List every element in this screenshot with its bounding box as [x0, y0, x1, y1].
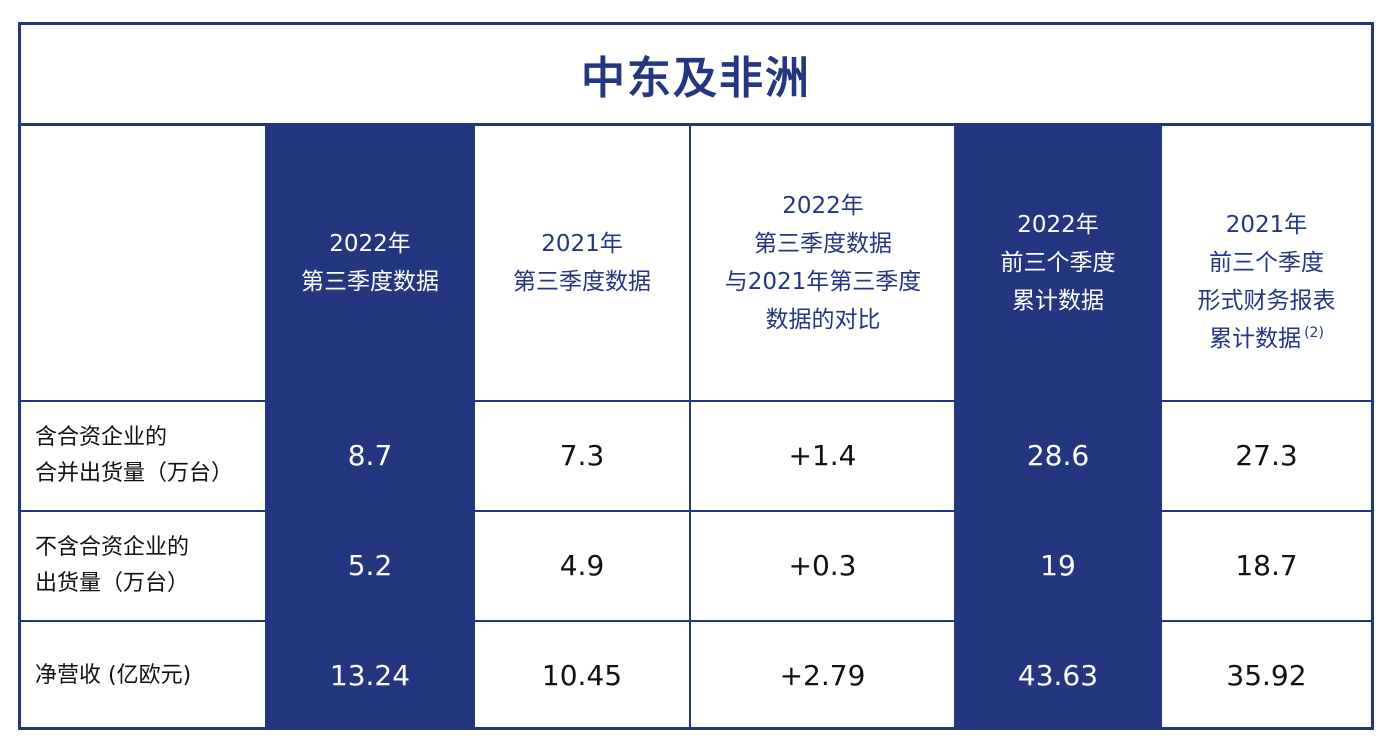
column-header-q3-2021: 2021年 第三季度数据: [513, 231, 651, 295]
table-cell: 18.7: [1235, 549, 1298, 582]
column-divider: [689, 126, 691, 730]
column-divider: [473, 126, 475, 730]
row-divider: [21, 400, 1371, 402]
column-header-9m-2021: 2021年 前三个季度 形式财务报表 累计数据 (2): [1162, 126, 1371, 400]
column-divider: [265, 126, 267, 730]
row-divider: [21, 620, 1371, 622]
table-cell: 5.2: [267, 512, 473, 620]
row-label-net-revenue: 净营收 (亿欧元): [35, 663, 192, 688]
table-title: 中东及非洲: [21, 25, 1371, 126]
row-label-shipments-excl-jv: 不含合资企业的 出货量（万台）: [35, 535, 190, 596]
column-header-9m-2021-text: 2021年 前三个季度 形式财务报表 累计数据: [1197, 212, 1336, 352]
table-cell: 10.45: [541, 659, 623, 692]
data-table: 中东及非洲 2022年 第三季度数据 2021年 第三季度数据 2022年 第三…: [18, 22, 1374, 730]
table-cell: 8.7: [267, 402, 473, 510]
table-cell: 35.92: [1226, 659, 1307, 692]
table-cell: 19: [956, 512, 1160, 620]
column-divider: [954, 126, 956, 730]
table-cell: +1.4: [788, 439, 857, 472]
footnote-marker: (2): [1304, 325, 1324, 342]
table-cell: +2.79: [779, 659, 866, 692]
table-cell: 27.3: [1235, 439, 1298, 472]
column-header-9m-2021-label: 2021年 前三个季度 形式财务报表 累计数据 (2): [1198, 168, 1336, 358]
column-header-q3-comparison: 2022年 第三季度数据 与2021年第三季度 数据的对比: [724, 193, 922, 333]
table-cell: +0.3: [788, 549, 857, 582]
column-divider: [1160, 126, 1162, 730]
table-cell: 13.24: [267, 622, 473, 730]
table-cell: 4.9: [559, 549, 605, 582]
table-cell: 43.63: [956, 622, 1160, 730]
column-header-9m-2022: 2022年 前三个季度 累计数据: [956, 126, 1160, 400]
row-divider: [21, 510, 1371, 512]
table-cell: 7.3: [559, 439, 605, 472]
table-cell: 28.6: [956, 402, 1160, 510]
column-header-q3-2022: 2022年 第三季度数据: [267, 126, 473, 400]
row-label-consolidated-shipments: 含合资企业的 合并出货量（万台）: [35, 425, 234, 486]
